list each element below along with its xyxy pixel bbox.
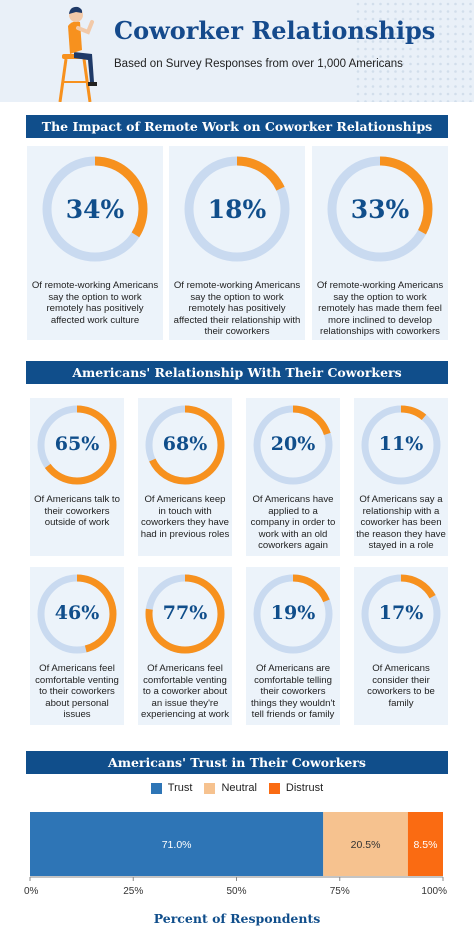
stat-caption: Of remote-working Americans say the opti… <box>316 280 444 338</box>
remote-stat-card: 18% Of remote-working Americans say the … <box>169 146 305 340</box>
progress-ring <box>37 405 117 485</box>
legend-item: Trust <box>150 782 193 794</box>
x-tick-label: 0% <box>24 886 39 897</box>
remote-stat-card: 33% Of remote-working Americans say the … <box>312 146 448 340</box>
section-title: Americans' Relationship With Their Cowor… <box>72 365 402 380</box>
relationship-stat-card: 11% Of Americans say a relationship with… <box>354 398 448 556</box>
legend-label: Neutral <box>221 782 257 794</box>
bar-neutral <box>323 812 408 876</box>
bar-trust <box>30 812 324 876</box>
header-banner: Coworker Relationships Based on Survey R… <box>0 0 474 102</box>
relationship-stat-card: 68% Of Americans keep in touch with cowo… <box>138 398 232 556</box>
legend-item: Neutral <box>204 782 257 794</box>
stat-percent: 33% <box>350 195 410 224</box>
stat-caption: Of Americans feel comfortable venting to… <box>35 663 119 721</box>
progress-ring <box>37 574 117 654</box>
progress-ring <box>361 405 441 485</box>
relationship-stat-card: 17% Of Americans consider their coworker… <box>354 567 448 725</box>
legend-label: Distrust <box>285 782 324 794</box>
stat-percent: 77% <box>162 602 208 624</box>
remote-stat-card: 34% Of remote-working Americans say the … <box>27 146 163 340</box>
page-subtitle: Based on Survey Responses from over 1,00… <box>114 58 403 70</box>
relationship-stat-card: 20% Of Americans have applied to a compa… <box>246 398 340 556</box>
stat-percent: 17% <box>378 602 424 624</box>
section-title: Americans' Trust in Their Coworkers <box>108 755 366 770</box>
stat-percent: 11% <box>378 433 424 455</box>
progress-ring <box>253 405 333 485</box>
progress-ring <box>361 574 441 654</box>
bar-data-label: 8.5% <box>413 839 437 851</box>
trust-stacked-bar-chart: 71.0% 20.5% 8.5% 0% 25% 50% 75% 100% <box>24 812 447 897</box>
stat-caption: Of Americans are comfortable telling the… <box>251 663 335 721</box>
progress-ring <box>327 156 433 262</box>
stat-percent: 34% <box>65 195 125 224</box>
stat-caption: Of Americans say a relationship with a c… <box>356 494 446 552</box>
relationship-stat-card: 46% Of Americans feel comfortable ventin… <box>30 567 124 725</box>
progress-ring <box>145 405 225 485</box>
x-tick-label: 100% <box>421 886 447 897</box>
relationship-stat-card: 77% Of Americans feel comfortable ventin… <box>138 567 232 725</box>
relationship-stat-card: 65% Of Americans talk to their coworkers… <box>30 398 124 556</box>
x-axis-title: Percent of Respondents <box>153 911 321 926</box>
stat-percent: 20% <box>270 433 316 455</box>
stat-percent: 46% <box>54 602 100 624</box>
stat-percent: 68% <box>162 433 208 455</box>
legend-swatch <box>268 782 280 794</box>
stat-caption: Of remote-working Americans say the opti… <box>173 280 301 338</box>
person-on-stool-illustration <box>58 6 97 102</box>
stat-caption: Of Americans have applied to a company i… <box>250 494 336 552</box>
section-relationship-banner: Americans' Relationship With Their Cowor… <box>26 361 448 384</box>
progress-ring <box>145 574 225 654</box>
progress-ring <box>253 574 333 654</box>
stat-caption: Of Americans keep in touch with coworker… <box>140 494 230 540</box>
stat-caption: Of Americans consider their coworkers to… <box>367 663 435 709</box>
stat-percent: 19% <box>270 602 316 624</box>
page-title: Coworker Relationships <box>114 16 436 45</box>
stat-percent: 18% <box>207 195 267 224</box>
bar-data-label: 71.0% <box>162 839 192 851</box>
section-remote-work-banner: The Impact of Remote Work on Coworker Re… <box>26 115 448 138</box>
section-trust-banner: Americans' Trust in Their Coworkers <box>26 751 448 774</box>
stat-caption: Of Americans feel comfortable venting to… <box>141 663 229 721</box>
legend-swatch <box>204 782 216 794</box>
section-title: The Impact of Remote Work on Coworker Re… <box>41 119 433 134</box>
legend-swatch <box>150 782 162 794</box>
relationship-stat-card: 19% Of Americans are comfortable telling… <box>246 567 340 725</box>
legend-item: Distrust <box>268 782 324 794</box>
stat-caption: Of remote-working Americans say the opti… <box>31 280 159 326</box>
x-tick-label: 50% <box>226 886 246 897</box>
progress-ring <box>184 156 290 262</box>
bar-data-label: 20.5% <box>351 839 381 851</box>
progress-ring <box>42 156 148 262</box>
stat-caption: Of Americans talk to their coworkers out… <box>34 494 120 529</box>
dot-pattern <box>356 2 472 102</box>
legend-label: Trust <box>167 782 193 794</box>
chart-legend: Trust Neutral Distrust <box>0 782 474 797</box>
x-tick-label: 75% <box>330 886 350 897</box>
x-tick-label: 25% <box>123 886 143 897</box>
bar-distrust <box>407 812 443 876</box>
stat-percent: 65% <box>54 433 100 455</box>
